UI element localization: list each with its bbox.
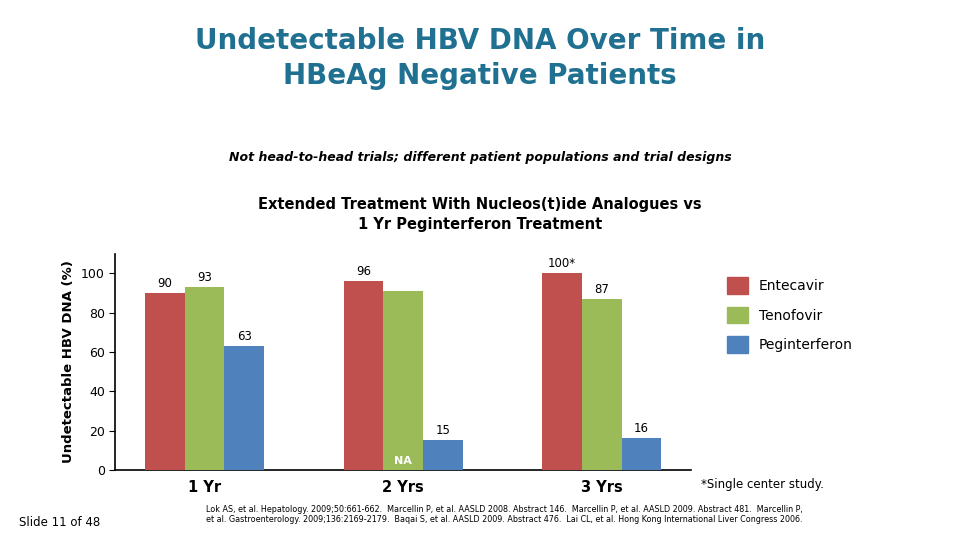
Text: 15: 15 bbox=[436, 424, 450, 437]
Bar bbox=[622, 438, 661, 470]
Text: 96: 96 bbox=[356, 265, 371, 278]
Bar bbox=[423, 440, 463, 470]
Text: Lok AS, et al. Hepatology. 2009;50:661-662.  Marcellin P, et al. AASLD 2008. Abs: Lok AS, et al. Hepatology. 2009;50:661-6… bbox=[206, 505, 804, 524]
Text: 16: 16 bbox=[634, 422, 649, 435]
Bar bbox=[184, 287, 225, 470]
Text: Undetectable HBV DNA Over Time in
HBeAg Negative Patients: Undetectable HBV DNA Over Time in HBeAg … bbox=[195, 27, 765, 90]
Text: 63: 63 bbox=[237, 330, 252, 343]
Text: NA: NA bbox=[395, 456, 412, 466]
Bar bbox=[383, 291, 423, 470]
Text: Extended Treatment With Nucleos(t)ide Analogues vs
1 Yr Peginterferon Treatment: Extended Treatment With Nucleos(t)ide An… bbox=[258, 197, 702, 232]
Y-axis label: Undetectable HBV DNA (%): Undetectable HBV DNA (%) bbox=[62, 260, 75, 463]
Legend: Entecavir, Tenofovir, Peginterferon: Entecavir, Tenofovir, Peginterferon bbox=[721, 272, 858, 359]
Bar bbox=[145, 293, 184, 470]
Text: 100*: 100* bbox=[548, 258, 576, 271]
Bar bbox=[344, 281, 383, 470]
Text: 90: 90 bbox=[157, 277, 172, 290]
Bar bbox=[225, 346, 264, 470]
Bar bbox=[582, 299, 622, 470]
Text: Not head-to-head trials; different patient populations and trial designs: Not head-to-head trials; different patie… bbox=[228, 151, 732, 164]
Text: 87: 87 bbox=[594, 283, 610, 296]
Text: 93: 93 bbox=[197, 271, 212, 284]
Bar bbox=[542, 273, 582, 470]
Text: *Single center study.: *Single center study. bbox=[701, 478, 824, 491]
Text: Slide 11 of 48: Slide 11 of 48 bbox=[19, 516, 101, 529]
